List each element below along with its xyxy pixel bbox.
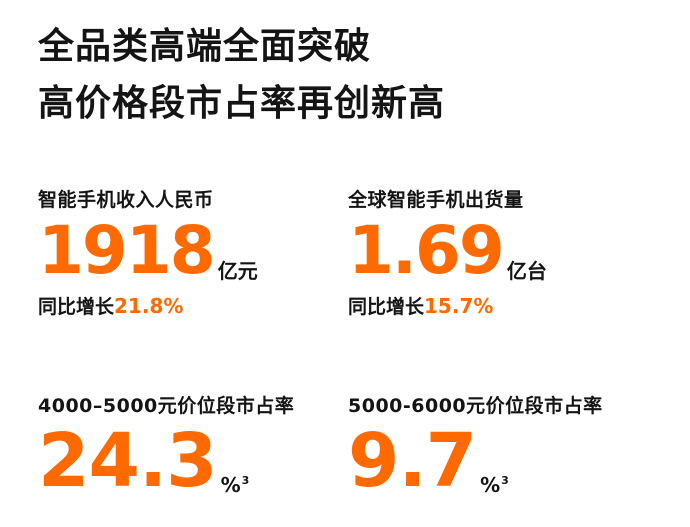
footnote-marker: 3 [241, 474, 250, 487]
stat-share-5000-6000: 5000-6000元价位段市占率 9.7 %3 [348, 394, 658, 498]
headline-line-2: 高价格段市占率再创新高 [38, 83, 446, 124]
stat-value-row: 1918 亿元 [38, 218, 348, 284]
headline: 全品类高端全面突破 高价格段市占率再创新高 [38, 18, 658, 132]
stat-growth: 同比增长15.7% [348, 294, 658, 319]
unit-symbol: % [480, 473, 501, 497]
stat-value: 1918 [38, 212, 216, 289]
stat-value: 9.7 [348, 418, 477, 504]
growth-value: 15.7% [424, 294, 494, 318]
unit-symbol: % [220, 473, 241, 497]
stat-value-row: 9.7 %3 [348, 424, 658, 498]
stat-value-row: 1.69 亿台 [348, 218, 658, 284]
stat-label: 智能手机收入人民币 [38, 189, 214, 211]
stat-label: 全球智能手机出货量 [348, 189, 524, 211]
headline-line-1: 全品类高端全面突破 [38, 26, 372, 67]
stat-unit: %3 [221, 475, 250, 495]
stat-value: 24.3 [38, 418, 218, 504]
stat-unit: %3 [480, 475, 509, 495]
footnote-marker: 3 [501, 474, 509, 487]
stat-revenue: 智能手机收入人民币 1918 亿元 同比增长21.8% [38, 188, 348, 319]
growth-value: 21.8% [114, 294, 184, 318]
stat-unit: 亿元 [217, 259, 258, 283]
stat-value-row: 24.3 %3 [38, 424, 348, 498]
stat-shipment: 全球智能手机出货量 1.69 亿台 同比增长15.7% [348, 188, 658, 319]
stat-unit: 亿台 [506, 259, 547, 283]
stat-value: 1.69 [348, 212, 505, 289]
stat-label: 4000–5000元价位段市占率 [38, 395, 295, 417]
stat-growth: 同比增长21.8% [38, 294, 348, 319]
stat-share-4000-5000: 4000–5000元价位段市占率 24.3 %3 [38, 394, 348, 498]
stat-label: 5000-6000元价位段市占率 [348, 395, 603, 417]
growth-prefix: 同比增长 [348, 296, 425, 318]
growth-prefix: 同比增长 [38, 296, 115, 318]
